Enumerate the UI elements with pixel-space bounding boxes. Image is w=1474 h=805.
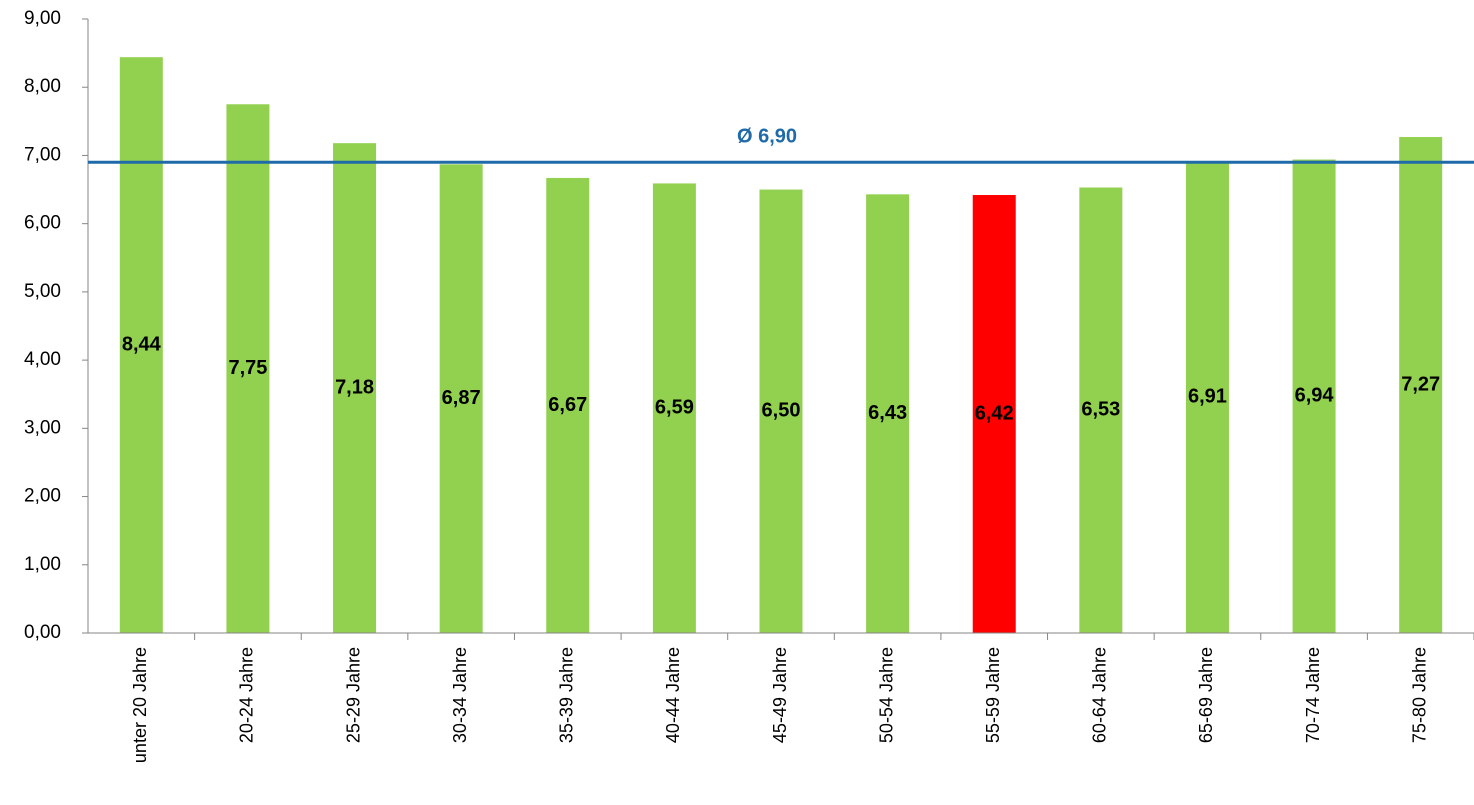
bar: [439, 164, 483, 633]
average-label: Ø 6,90: [737, 126, 797, 148]
x-tick-label: 40-44 Jahre: [663, 647, 683, 743]
y-tick-label: 6,00: [24, 213, 61, 234]
x-tick-label: 35-39 Jahre: [557, 647, 577, 743]
y-tick-label: 4,00: [24, 349, 61, 370]
bar: [972, 195, 1016, 633]
value-label: 6,42: [975, 402, 1014, 424]
value-label: 6,91: [1188, 386, 1227, 408]
value-label: 7,75: [228, 357, 267, 379]
value-label: 6,43: [868, 402, 907, 424]
y-tick-label: 9,00: [24, 8, 61, 29]
x-tick-label: 75-80 Jahre: [1409, 647, 1429, 743]
value-label: 6,59: [655, 396, 694, 418]
value-label: 8,44: [122, 333, 162, 355]
x-tick-label: 25-29 Jahre: [343, 647, 363, 743]
x-tick-label: unter 20 Jahre: [130, 647, 150, 763]
bar: [546, 177, 590, 634]
bar: [226, 104, 270, 634]
y-tick-label: 2,00: [24, 486, 61, 507]
x-tick-label: 60-64 Jahre: [1090, 647, 1110, 743]
bar: [1292, 159, 1336, 633]
y-tick-label: 1,00: [24, 554, 61, 575]
bar: [652, 183, 696, 633]
value-label: 6,50: [762, 400, 801, 422]
x-tick-label: 45-49 Jahre: [770, 647, 790, 743]
y-tick-label: 8,00: [24, 76, 61, 97]
x-tick-label: 65-69 Jahre: [1196, 647, 1216, 743]
value-label: 6,67: [548, 394, 587, 416]
y-tick-label: 7,00: [24, 144, 61, 165]
bar: [1079, 187, 1123, 633]
y-tick-label: 0,00: [24, 622, 61, 643]
y-tick-label: 3,00: [24, 417, 61, 438]
x-tick-label: 30-34 Jahre: [450, 647, 470, 743]
x-tick-label: 20-24 Jahre: [237, 647, 257, 743]
bar: [119, 57, 163, 633]
value-label: 6,53: [1081, 399, 1120, 421]
bar: [1185, 161, 1229, 633]
value-label: 6,94: [1295, 385, 1335, 407]
bar: [333, 143, 377, 634]
bar: [1399, 137, 1443, 633]
x-tick-label: 70-74 Jahre: [1303, 647, 1323, 743]
bar: [759, 189, 803, 634]
value-label: 7,18: [335, 376, 374, 398]
x-tick-label: 50-54 Jahre: [876, 647, 896, 743]
x-tick-label: 55-59 Jahre: [983, 647, 1003, 743]
bar: [866, 194, 910, 633]
value-label: 6,87: [442, 387, 481, 409]
value-label: 7,27: [1401, 373, 1440, 395]
y-tick-label: 5,00: [24, 281, 61, 302]
